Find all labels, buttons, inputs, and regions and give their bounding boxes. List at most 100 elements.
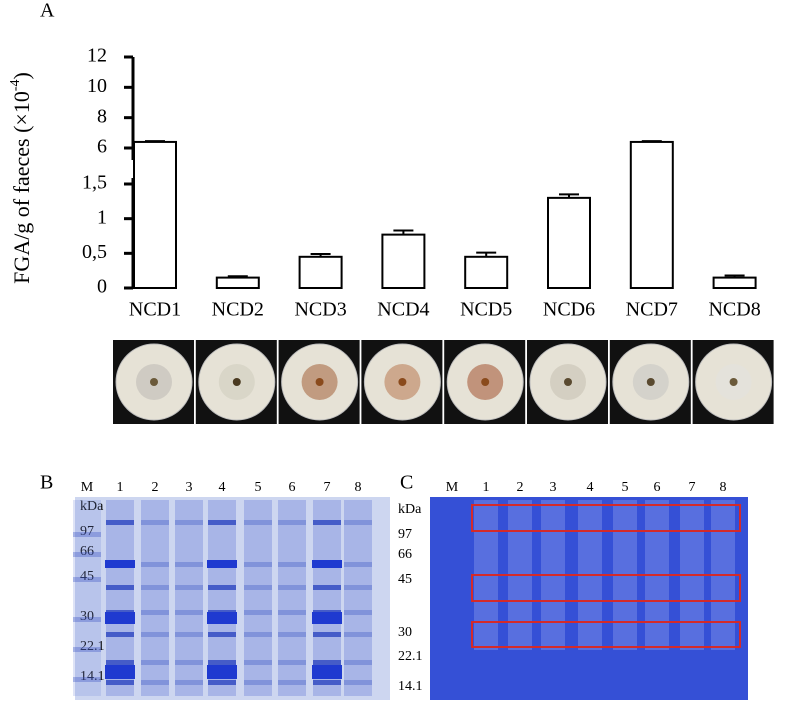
band: [244, 680, 272, 685]
lane-smear: [141, 500, 169, 696]
dish-centre: [315, 378, 324, 386]
bar: [298, 255, 343, 289]
error-bar: [393, 229, 414, 235]
y-tick-label: 6: [97, 136, 107, 158]
lane-label: 6: [289, 480, 296, 495]
band: [313, 660, 341, 665]
kda-marker: 14.1: [80, 669, 105, 684]
kda-marker: 30: [80, 609, 94, 624]
lane-label: 8: [720, 480, 727, 495]
lane-smear: [278, 500, 306, 696]
strong-band: [105, 665, 135, 679]
band: [208, 680, 236, 685]
dish-centre: [398, 378, 407, 386]
bar: [381, 233, 426, 289]
band: [344, 585, 372, 590]
band: [208, 632, 236, 637]
dish-centre: [564, 378, 572, 386]
band: [106, 585, 134, 590]
x-tick-label: NCD3: [294, 299, 346, 321]
band: [344, 660, 372, 665]
band: [313, 585, 341, 590]
error-bar: [559, 193, 579, 198]
petri-dish-row: [113, 340, 774, 424]
band: [244, 610, 272, 615]
x-tick-label: NCD6: [543, 299, 595, 321]
y-tick-label: 1,5: [82, 172, 107, 194]
y-tick-label: 0: [97, 276, 107, 298]
strong-band: [312, 612, 342, 624]
kda-marker: 66: [80, 544, 94, 559]
error-bar: [310, 253, 331, 257]
band: [344, 680, 372, 685]
strong-band: [207, 612, 237, 624]
bar: [464, 255, 509, 289]
band: [73, 552, 101, 557]
lane-label: 7: [324, 480, 331, 495]
lane-label: 8: [355, 480, 362, 495]
kda-marker: 66: [398, 547, 412, 562]
band: [278, 562, 306, 567]
band: [278, 632, 306, 637]
band: [208, 585, 236, 590]
kda-marker: 97: [398, 527, 412, 542]
lane-label: 1: [483, 480, 490, 495]
strong-band: [207, 560, 237, 568]
bar: [712, 276, 757, 290]
band: [208, 520, 236, 525]
lane-label: M: [446, 480, 459, 495]
band: [344, 632, 372, 637]
band: [175, 585, 203, 590]
band: [141, 680, 169, 685]
strong-band: [312, 560, 342, 568]
band: [141, 632, 169, 637]
x-tick-label: NCD7: [626, 299, 678, 321]
y-tick-label: 12: [87, 45, 107, 67]
band: [244, 562, 272, 567]
y-tick-label: 1: [97, 206, 107, 228]
band: [141, 562, 169, 567]
lane-label: 3: [186, 480, 193, 495]
band: [313, 632, 341, 637]
y-tick-label: 10: [87, 75, 107, 97]
y-tick-label: 8: [97, 105, 107, 127]
band: [278, 680, 306, 685]
band: [175, 632, 203, 637]
lane-label: 4: [219, 480, 226, 495]
lane-label: 5: [255, 480, 262, 495]
band: [244, 520, 272, 525]
band: [106, 680, 134, 685]
lane-label: 2: [517, 480, 524, 495]
x-tick-label: NCD8: [708, 299, 760, 321]
x-tick-label: NCD1: [129, 299, 181, 321]
band: [278, 585, 306, 590]
y-axis-label: FGA/g of faeces (×10-4): [8, 72, 34, 284]
highlight-box: [471, 504, 741, 532]
x-tick-label: NCD4: [377, 299, 429, 321]
lane-smear: [344, 500, 372, 696]
kda-marker: 30: [398, 625, 412, 640]
dish-centre: [481, 378, 490, 386]
panel-label: A: [40, 0, 55, 22]
dish-centre: [729, 378, 738, 386]
band: [244, 660, 272, 665]
band: [244, 632, 272, 637]
band: [208, 660, 236, 665]
highlight-box: [471, 574, 741, 602]
band: [141, 660, 169, 665]
highlight-box: [471, 621, 741, 648]
panel-label: C: [400, 472, 413, 494]
band: [278, 520, 306, 525]
kda-marker: 45: [398, 572, 412, 587]
strong-band: [105, 560, 135, 568]
y-tick-label: 0,5: [82, 241, 107, 263]
lane-label: 2: [152, 480, 159, 495]
band: [106, 632, 134, 637]
bar: [215, 276, 260, 290]
lane-smear: [73, 500, 101, 696]
lane-label: 4: [587, 480, 594, 495]
error-bar: [227, 275, 248, 278]
band: [141, 610, 169, 615]
panel-label: B: [40, 472, 53, 494]
